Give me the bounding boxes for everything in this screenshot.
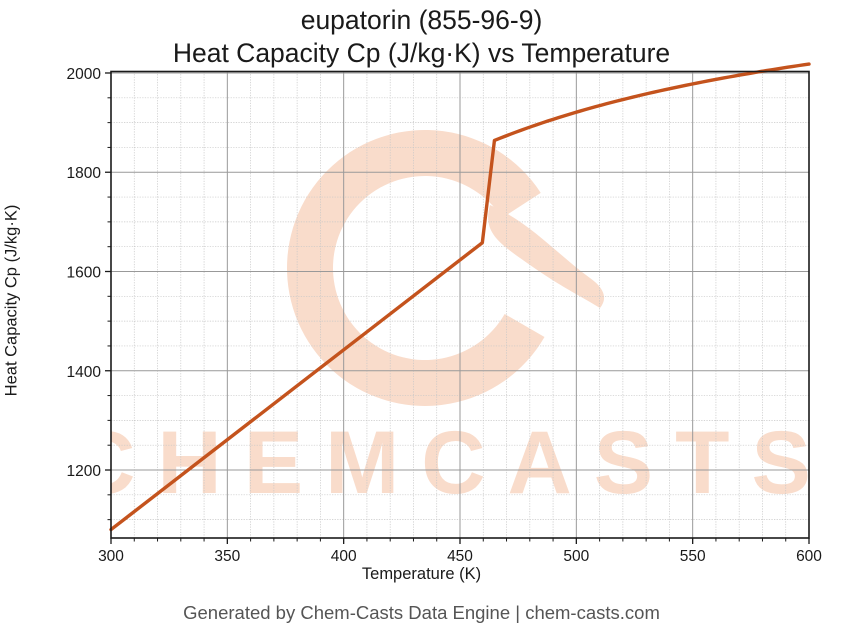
svg-text:1600: 1600 [67,265,102,282]
svg-text:1400: 1400 [67,364,102,381]
svg-text:500: 500 [563,548,589,565]
svg-text:300: 300 [98,548,124,565]
svg-text:600: 600 [796,548,822,565]
svg-text:400: 400 [331,548,357,565]
svg-text:1800: 1800 [67,165,102,182]
svg-text:550: 550 [680,548,706,565]
svg-text:CHEMCASTS: CHEMCASTS [71,412,833,512]
svg-text:1200: 1200 [67,463,102,480]
svg-text:2000: 2000 [67,66,102,83]
svg-text:450: 450 [447,548,473,565]
svg-text:350: 350 [214,548,240,565]
